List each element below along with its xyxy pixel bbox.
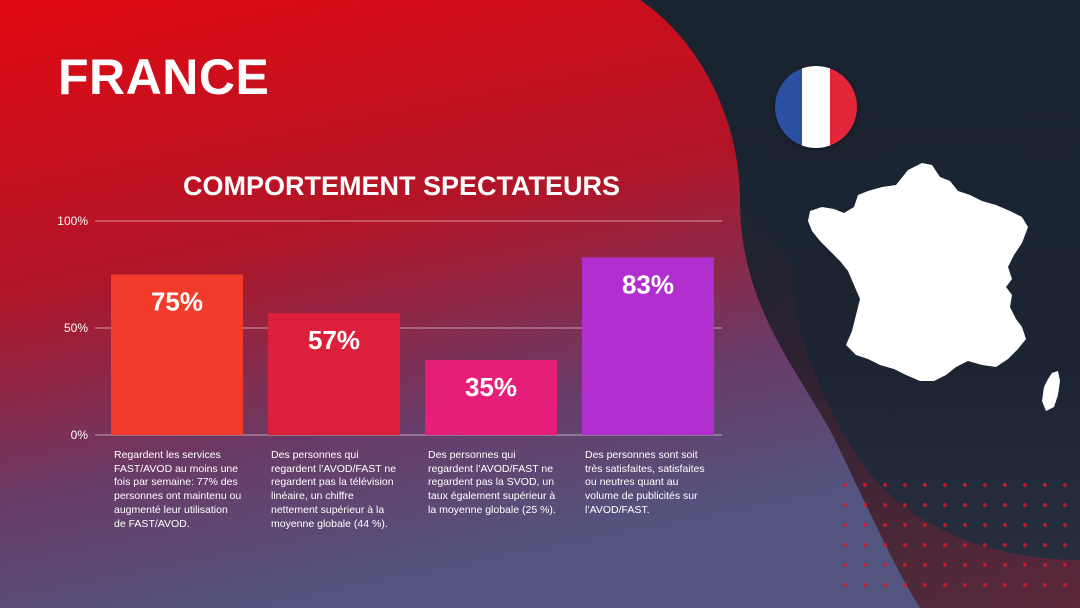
page-title: FRANCE: [58, 49, 270, 105]
bar: [582, 257, 714, 435]
y-tick-label: 100%: [57, 214, 88, 228]
y-tick-label: 50%: [64, 321, 88, 335]
bar-2-description: Des personnes qui regardent l’AVOD/FAST …: [271, 449, 397, 530]
bar-4-description: Des personnes sont soit très satisfaites…: [585, 449, 705, 516]
france-map-icon: [808, 163, 1060, 411]
bar-data-label: 35%: [465, 372, 517, 402]
bar-1-description: Regardent les services FAST/AVOD au moin…: [114, 449, 242, 530]
france-mainland: [808, 163, 1028, 381]
bar-data-label: 83%: [622, 269, 674, 299]
bar: [111, 274, 243, 435]
bar-data-label: 75%: [151, 287, 203, 317]
chart-title: COMPORTEMENT SPECTATEURS: [183, 171, 621, 201]
y-tick-label: 0%: [71, 428, 89, 442]
bar: [268, 313, 400, 435]
flag-white-stripe: [802, 66, 830, 148]
bar-data-label: 57%: [308, 325, 360, 355]
bar-3-description: Des personnes qui regardent l’AVOD/FAST …: [428, 449, 556, 516]
bar: [425, 360, 557, 435]
corsica: [1042, 371, 1060, 411]
